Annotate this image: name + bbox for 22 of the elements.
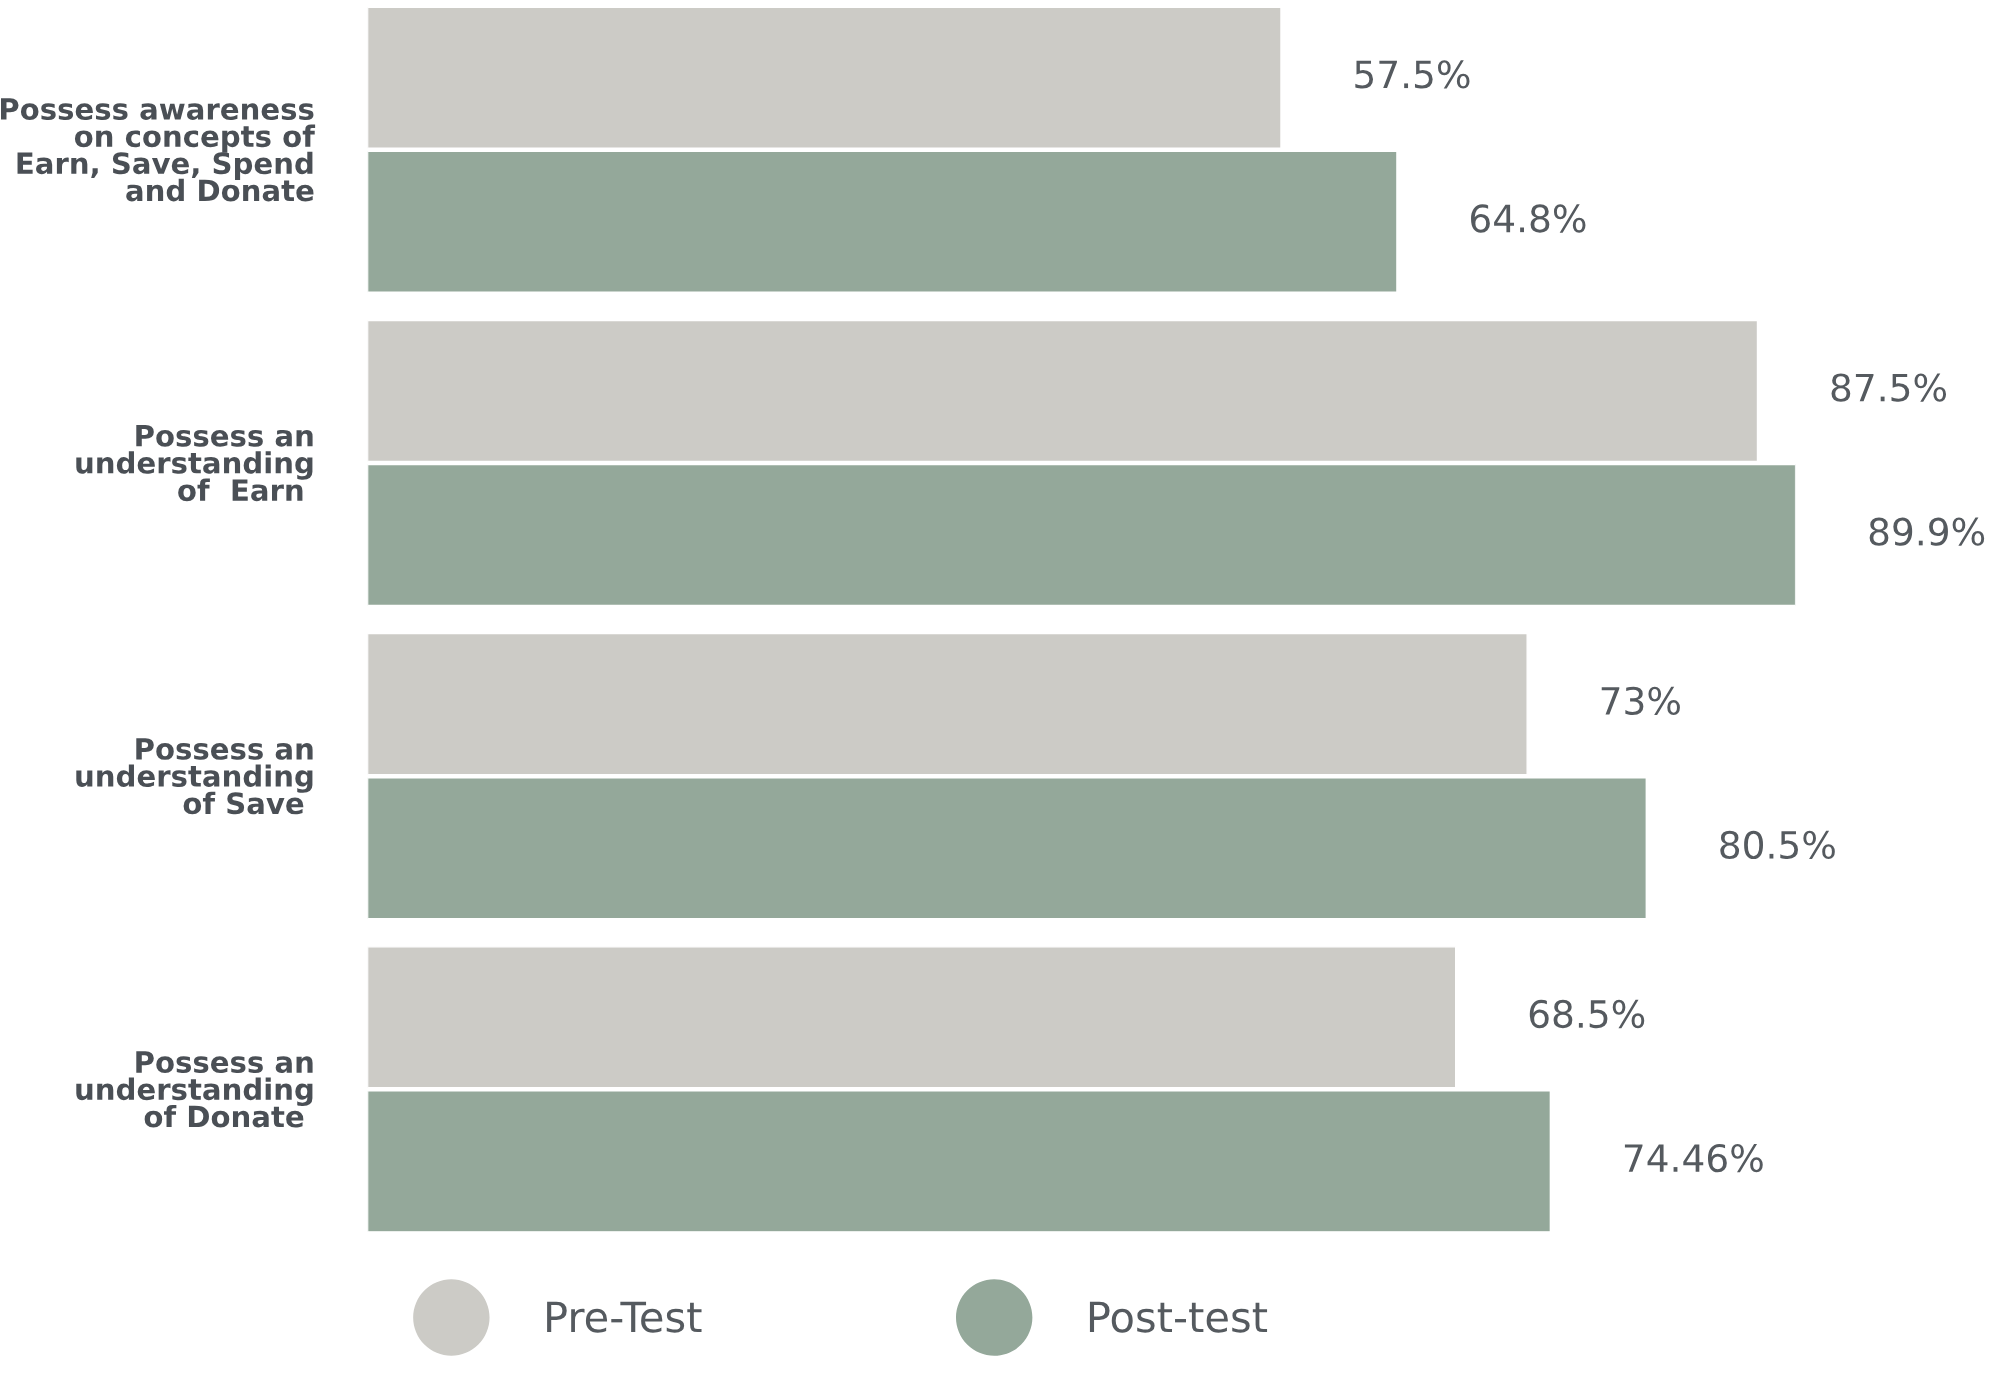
y-tick-label: Possess an understanding of Donate [76,1051,313,1128]
legend-label: Pre-Test [547,1301,702,1333]
bar [367,6,1282,149]
y-tick-label: Possess an understanding of Save [76,738,313,815]
bar [367,632,1528,776]
bar [367,1090,1552,1233]
data-label: 73% [1601,686,1680,715]
data-label: 80.5% [1720,830,1835,860]
y-tick-label: Possess an understanding of Earn [76,424,313,502]
data-label: 68.5% [1529,999,1645,1029]
bar [367,150,1398,293]
bar [367,946,1457,1089]
data-label: 89.9% [1869,517,1985,546]
bar [367,777,1647,920]
series-label: Post-test [1089,1301,1268,1333]
data-label: 87.5% [1831,373,1947,402]
bar [367,463,1796,607]
data-label: 57.5% [1355,60,1470,89]
data-label: 64.8% [1471,204,1586,233]
data-label: 74.46% [1624,1143,1763,1173]
bar [367,319,1759,463]
y-tick-label: Possess awareness on concepts of Earn, Save, Spend and Donate [1,98,316,202]
